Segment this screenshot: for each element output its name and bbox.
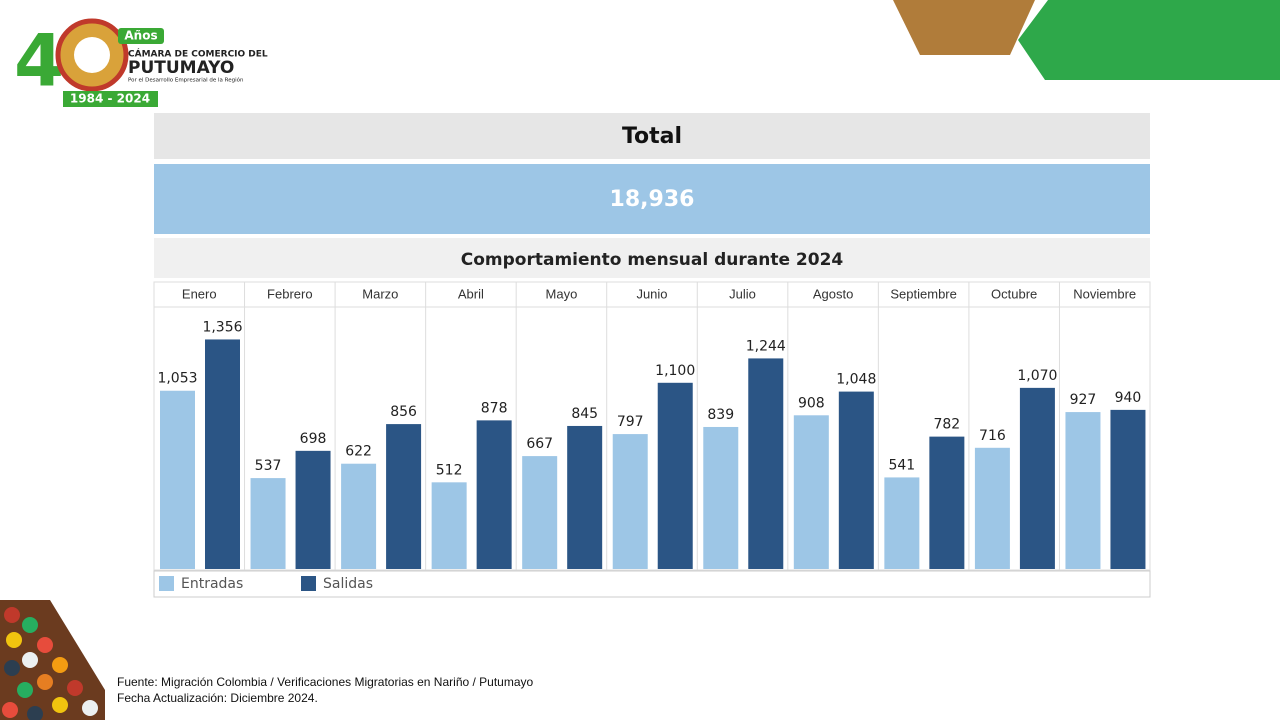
beads — [0, 600, 105, 720]
legend-label: Salidas — [323, 576, 373, 592]
value-label: 667 — [526, 436, 553, 452]
logo-tagline: Por el Desarrollo Empresarial de la Regi… — [128, 77, 244, 84]
logo-years-bg — [63, 91, 158, 107]
total-value: 18,936 — [610, 187, 695, 212]
bar — [1110, 409, 1146, 569]
value-label: 1,048 — [836, 372, 876, 388]
logo-line1: CÁMARA DE COMERCIO DEL — [128, 48, 268, 60]
value-label: 1,070 — [1017, 368, 1057, 384]
bar — [295, 450, 331, 569]
footer-source: Fuente: Migración Colombia / Verificacio… — [117, 675, 534, 689]
value-label: 716 — [979, 428, 1006, 444]
bar — [1019, 387, 1055, 569]
bar — [250, 478, 286, 569]
logo-years: 1984 - 2024 — [70, 92, 150, 106]
total-title: Total — [622, 124, 682, 149]
bar — [929, 436, 965, 569]
value-label: 537 — [255, 458, 282, 474]
value-label: 908 — [798, 395, 825, 411]
logo-badge: Años — [124, 29, 157, 43]
bar — [160, 390, 195, 569]
total-header — [154, 113, 1150, 159]
category-label: Febrero — [267, 286, 313, 301]
value-label: 512 — [436, 462, 463, 478]
value-label: 927 — [1070, 392, 1097, 408]
decor-brown — [893, 0, 1035, 55]
category-label: Marzo — [362, 286, 398, 301]
chart-title-band — [154, 238, 1150, 278]
bar — [657, 382, 693, 569]
value-label: 1,100 — [655, 363, 695, 379]
value-label: 1,053 — [157, 371, 197, 387]
value-label: 839 — [707, 407, 734, 423]
bar — [522, 456, 558, 569]
bar — [386, 424, 422, 569]
plot-frame — [153, 281, 1151, 571]
logo-line2: PUTUMAYO — [128, 58, 234, 78]
bar — [612, 434, 648, 569]
value-label: 782 — [933, 417, 960, 433]
total-band — [154, 164, 1150, 234]
category-label: Agosto — [813, 286, 853, 301]
bar — [703, 426, 739, 569]
bar — [205, 339, 240, 569]
category-label: Enero — [182, 286, 217, 301]
bar — [476, 420, 512, 569]
logo-emblem-center — [74, 37, 110, 73]
value-label: 878 — [481, 400, 508, 416]
bar — [567, 425, 603, 569]
bar — [748, 358, 784, 569]
bar — [1065, 412, 1101, 569]
footer-updated: Fecha Actualización: Diciembre 2024. — [117, 691, 318, 705]
value-label: 856 — [390, 404, 417, 420]
value-label: 1,244 — [746, 338, 786, 354]
legend-frame — [153, 570, 1151, 598]
legend-swatch — [301, 576, 316, 591]
category-label: Mayo — [546, 286, 578, 301]
category-label: Junio — [636, 286, 667, 301]
bar — [341, 463, 377, 569]
category-label: Noviembre — [1073, 286, 1136, 301]
bar — [838, 391, 874, 569]
bar — [884, 477, 920, 569]
bar — [431, 482, 467, 569]
value-label: 940 — [1115, 390, 1142, 406]
decor-green — [1018, 0, 1280, 80]
category-label: Abril — [458, 286, 484, 301]
chart-title: Comportamiento mensual durante 2024 — [461, 250, 844, 270]
category-label: Septiembre — [890, 286, 956, 301]
value-label: 541 — [888, 457, 915, 473]
category-label: Octubre — [991, 286, 1037, 301]
legend-swatch — [159, 576, 174, 591]
category-label: Julio — [729, 286, 756, 301]
value-label: 797 — [617, 414, 644, 430]
bar — [974, 447, 1010, 569]
value-label: 622 — [345, 444, 372, 460]
bar — [793, 415, 829, 569]
value-label: 698 — [300, 431, 327, 447]
logo-digit: 4 — [14, 19, 64, 103]
value-label: 1,356 — [202, 319, 242, 335]
value-label: 845 — [571, 406, 598, 422]
logo-badge-bg — [118, 28, 164, 44]
legend-label: Entradas — [181, 576, 243, 592]
